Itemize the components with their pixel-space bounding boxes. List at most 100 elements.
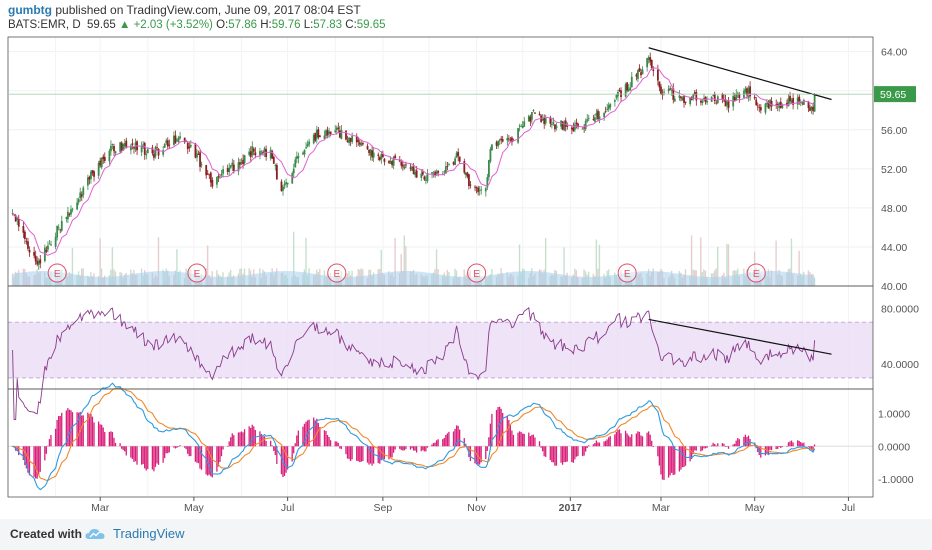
candle-body <box>306 144 309 147</box>
candle-body <box>111 144 114 145</box>
candle-body <box>154 147 157 157</box>
macd-histogram-bar <box>603 441 605 447</box>
candle-body <box>123 143 126 147</box>
macd-histogram-bar <box>454 428 456 447</box>
macd-histogram-bar <box>425 446 427 452</box>
macd-histogram-bar <box>437 439 439 447</box>
candle-body <box>446 165 449 167</box>
macd-histogram-bar <box>274 446 276 456</box>
candle-body <box>646 57 649 68</box>
volume-bar <box>727 244 730 286</box>
candle-body <box>403 166 406 169</box>
volume-bar <box>598 244 601 286</box>
macd-histogram-bar <box>205 446 207 475</box>
price-tick-label: 52.00 <box>881 164 907 176</box>
candle-body <box>683 96 685 103</box>
tradingview-brand[interactable]: TradingView <box>113 526 185 541</box>
rsi-tick-label: 80.0000 <box>881 303 919 315</box>
macd-histogram-bar <box>571 446 573 463</box>
volume-bars <box>11 231 816 286</box>
macd-histogram-bar <box>459 429 461 447</box>
x-tick-label: Nov <box>467 502 486 514</box>
macd-histogram-bar <box>200 446 203 470</box>
last-price-tag-label: 59.65 <box>880 89 906 101</box>
macd-histogram-bar <box>497 407 499 447</box>
macd-histogram-bar <box>360 446 362 462</box>
macd-histogram-bar <box>597 442 599 447</box>
macd-histogram-bar <box>787 442 790 447</box>
macd-histogram-bar <box>701 446 704 451</box>
candle-body <box>292 168 295 174</box>
candle-body <box>563 122 566 131</box>
macd-histogram-bar <box>16 446 18 452</box>
candle-body <box>205 165 208 176</box>
candle-body <box>102 156 105 160</box>
macd-histogram-bar <box>420 446 422 452</box>
candle-body <box>131 143 134 145</box>
candle-body <box>581 128 584 130</box>
candle-body <box>242 159 244 165</box>
candle-body <box>252 148 255 152</box>
macd-histogram-bar <box>144 446 146 469</box>
macd-histogram-bar <box>426 446 429 448</box>
candle-body <box>598 116 601 120</box>
x-tick-label: Sep <box>374 502 393 514</box>
macd-histogram-bar <box>291 446 293 462</box>
candle-body <box>185 141 188 143</box>
macd-histogram-bar <box>618 429 621 447</box>
candle-body <box>88 176 91 180</box>
macd-histogram-bar <box>210 446 212 477</box>
macd-histogram-bar <box>500 408 502 447</box>
candle-body <box>183 137 186 143</box>
candle-body <box>549 117 552 124</box>
macd-histogram-bar <box>552 446 555 463</box>
macd-histogram-bar <box>663 446 665 481</box>
macd-histogram-bar <box>446 433 449 447</box>
macd-histogram-bar <box>641 436 644 447</box>
candle-body <box>140 145 143 153</box>
macd-histogram-bar <box>658 446 661 466</box>
candle-body <box>211 180 214 187</box>
author-name[interactable]: gumbtg <box>8 3 52 17</box>
macd-histogram-bar <box>792 442 794 447</box>
candle-body <box>509 139 512 141</box>
candle-body <box>586 119 589 122</box>
candle-body <box>667 88 670 92</box>
candle-body <box>371 150 374 158</box>
macd-histogram-bar <box>781 446 783 448</box>
macd-histogram-bar <box>24 446 26 466</box>
candle-body <box>652 69 655 72</box>
macd-histogram-bar <box>111 432 114 447</box>
candle-body <box>285 182 287 185</box>
candle-body <box>802 99 805 105</box>
candle-body <box>177 137 180 142</box>
chart-canvas[interactable]: E E E E E E 40.00 44.00 48.00 52.00 56.00 64.00 59.… <box>0 0 932 519</box>
candle-body <box>76 202 79 210</box>
macd-histogram-bar <box>56 420 58 447</box>
macd-histogram-bar <box>151 446 154 470</box>
volume-bar <box>305 238 307 286</box>
macd-histogram-bar <box>359 446 361 463</box>
candle-body <box>216 176 218 185</box>
macd-histogram-bar <box>296 435 298 447</box>
macd-histogram-bar <box>432 442 435 447</box>
macd-histogram-bar <box>704 446 707 449</box>
macd-histogram-bar <box>328 437 330 447</box>
macd-histogram-bar <box>251 424 253 447</box>
candle-body <box>491 144 493 151</box>
volume-bar <box>544 237 547 286</box>
macd-tick-label: 1.0000 <box>878 409 910 421</box>
macd-histogram-bar <box>551 446 553 463</box>
candle-body <box>166 140 169 147</box>
macd-histogram-bar <box>58 416 60 447</box>
macd-histogram-bar <box>595 440 598 447</box>
macd-histogram-bar <box>207 446 209 476</box>
candle-body <box>775 104 778 106</box>
candle-body <box>50 244 52 246</box>
rsi-tick-label: 40.0000 <box>881 359 919 371</box>
candle-body <box>219 177 221 179</box>
candle-body <box>275 164 278 180</box>
candle-body <box>457 151 460 157</box>
macd-histogram-bar <box>523 433 525 447</box>
